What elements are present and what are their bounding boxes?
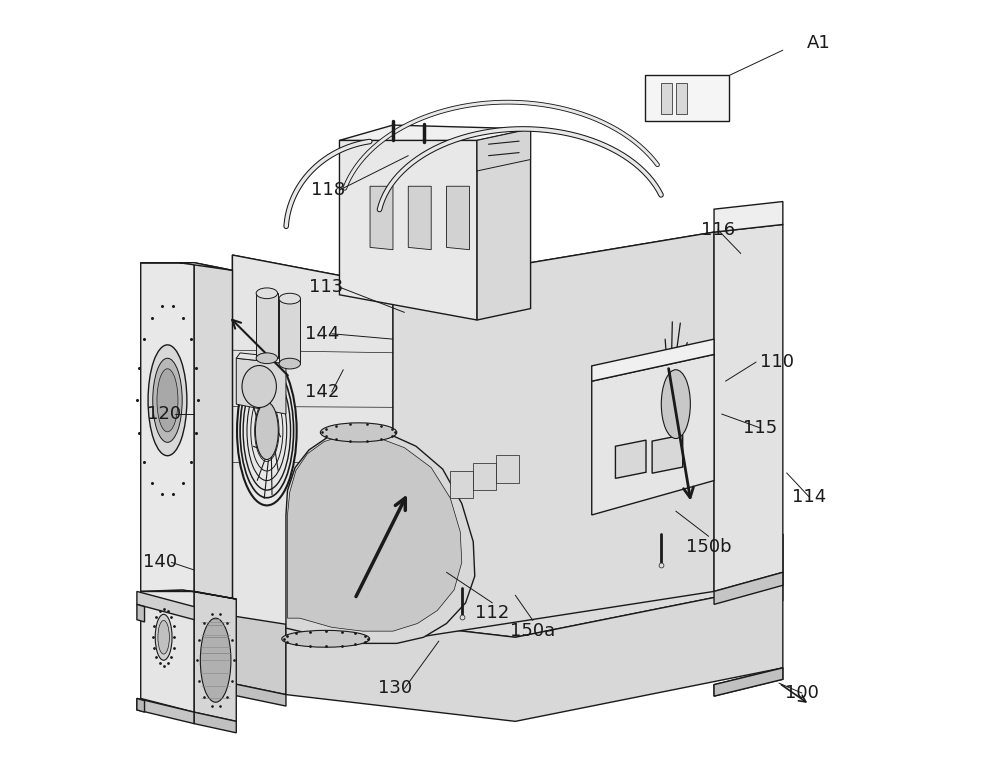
Text: 100: 100 <box>785 684 819 702</box>
Ellipse shape <box>157 369 178 432</box>
Ellipse shape <box>242 366 276 407</box>
Polygon shape <box>477 129 531 171</box>
Bar <box>256 293 278 358</box>
Polygon shape <box>370 186 393 249</box>
Polygon shape <box>339 140 477 320</box>
Polygon shape <box>676 83 687 114</box>
Polygon shape <box>393 232 714 641</box>
Polygon shape <box>187 698 194 711</box>
Polygon shape <box>141 263 232 270</box>
Text: 113: 113 <box>309 278 343 296</box>
Bar <box>279 299 300 363</box>
Text: 115: 115 <box>743 419 777 437</box>
Polygon shape <box>236 358 286 414</box>
Polygon shape <box>408 186 431 249</box>
Polygon shape <box>141 590 236 599</box>
Ellipse shape <box>155 614 172 660</box>
Polygon shape <box>236 353 290 363</box>
Polygon shape <box>477 129 531 320</box>
Ellipse shape <box>153 358 182 442</box>
Bar <box>450 470 473 498</box>
Polygon shape <box>714 668 783 696</box>
Polygon shape <box>615 440 646 478</box>
Ellipse shape <box>628 278 724 531</box>
Polygon shape <box>232 255 393 641</box>
Polygon shape <box>652 435 683 474</box>
Polygon shape <box>286 584 783 721</box>
Polygon shape <box>446 186 469 249</box>
Text: 142: 142 <box>305 383 339 401</box>
Polygon shape <box>190 534 783 654</box>
Polygon shape <box>286 430 475 644</box>
Ellipse shape <box>158 621 169 654</box>
Polygon shape <box>137 698 145 712</box>
Polygon shape <box>194 591 236 721</box>
Polygon shape <box>287 434 462 631</box>
Ellipse shape <box>200 618 231 702</box>
Text: 150b: 150b <box>686 538 732 556</box>
Ellipse shape <box>148 345 187 456</box>
Polygon shape <box>194 589 286 695</box>
Ellipse shape <box>279 358 300 369</box>
Polygon shape <box>141 263 194 607</box>
Ellipse shape <box>256 353 278 363</box>
Ellipse shape <box>256 288 278 299</box>
Text: A1: A1 <box>807 35 831 52</box>
Polygon shape <box>592 354 714 515</box>
Polygon shape <box>194 263 232 616</box>
Text: 118: 118 <box>311 181 345 199</box>
Polygon shape <box>194 712 236 733</box>
Bar <box>496 455 519 483</box>
Polygon shape <box>194 675 286 706</box>
Polygon shape <box>141 591 194 712</box>
Polygon shape <box>714 572 783 604</box>
Ellipse shape <box>661 370 690 438</box>
Polygon shape <box>137 591 194 620</box>
Polygon shape <box>187 698 229 719</box>
Polygon shape <box>714 668 783 696</box>
Text: 130: 130 <box>378 679 412 698</box>
Polygon shape <box>714 202 783 232</box>
Text: 140: 140 <box>143 554 177 571</box>
Bar <box>473 463 496 490</box>
Polygon shape <box>137 698 194 724</box>
Polygon shape <box>194 534 783 638</box>
Ellipse shape <box>279 293 300 304</box>
Polygon shape <box>645 75 729 121</box>
Polygon shape <box>137 604 145 622</box>
Text: 120: 120 <box>147 405 181 423</box>
Ellipse shape <box>320 423 397 442</box>
Polygon shape <box>339 125 531 140</box>
Polygon shape <box>714 225 783 591</box>
Ellipse shape <box>282 631 370 648</box>
Polygon shape <box>232 232 714 324</box>
Polygon shape <box>661 83 672 114</box>
Text: 144: 144 <box>305 325 339 343</box>
Text: 114: 114 <box>792 488 827 507</box>
Text: 150a: 150a <box>510 622 555 640</box>
Polygon shape <box>592 339 714 381</box>
Text: 112: 112 <box>475 604 509 622</box>
Text: 116: 116 <box>701 221 735 239</box>
Text: 110: 110 <box>760 353 794 371</box>
Ellipse shape <box>255 402 278 460</box>
Ellipse shape <box>237 357 297 505</box>
